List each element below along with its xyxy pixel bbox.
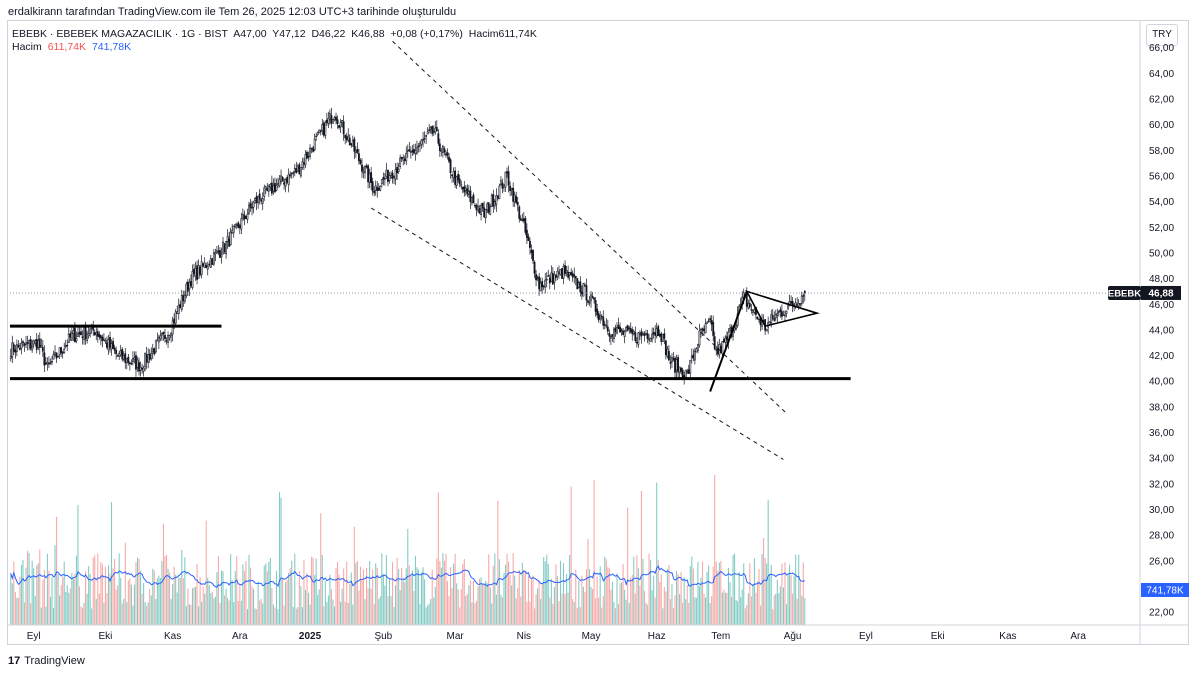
ohlc-high: Y47,12: [272, 28, 306, 40]
ohlc-low: D46,22: [311, 28, 346, 40]
ohlc-open: A47,00: [233, 28, 267, 40]
ohlc-close: K46,88: [351, 28, 385, 40]
footer-brand[interactable]: TradingView: [24, 655, 85, 667]
footer: 17 TradingView: [8, 655, 85, 667]
tradingview-logo-icon: 17: [8, 655, 21, 667]
currency-button[interactable]: TRY: [1146, 24, 1178, 46]
ohlc-change: +0,08 (+0,17%): [390, 28, 463, 40]
symbol-legend: EBEBK · EBEBEK MAGAZACILIK · 1G · BIST A…: [12, 28, 540, 40]
chart-frame: [7, 20, 1189, 645]
volume-value: 611,74K: [47, 41, 87, 53]
volume-legend: Hacim 611,74K 741,78K: [12, 41, 134, 53]
volume-ma-value: 741,78K: [91, 41, 132, 53]
volume-label[interactable]: Hacim: [12, 41, 42, 53]
chart-caption: erdalkirann tarafından TradingView.com i…: [8, 6, 457, 18]
symbol-title[interactable]: EBEBK · EBEBEK MAGAZACILIK · 1G · BIST: [12, 28, 228, 40]
volume-inline: Hacim611,74K: [468, 28, 537, 40]
